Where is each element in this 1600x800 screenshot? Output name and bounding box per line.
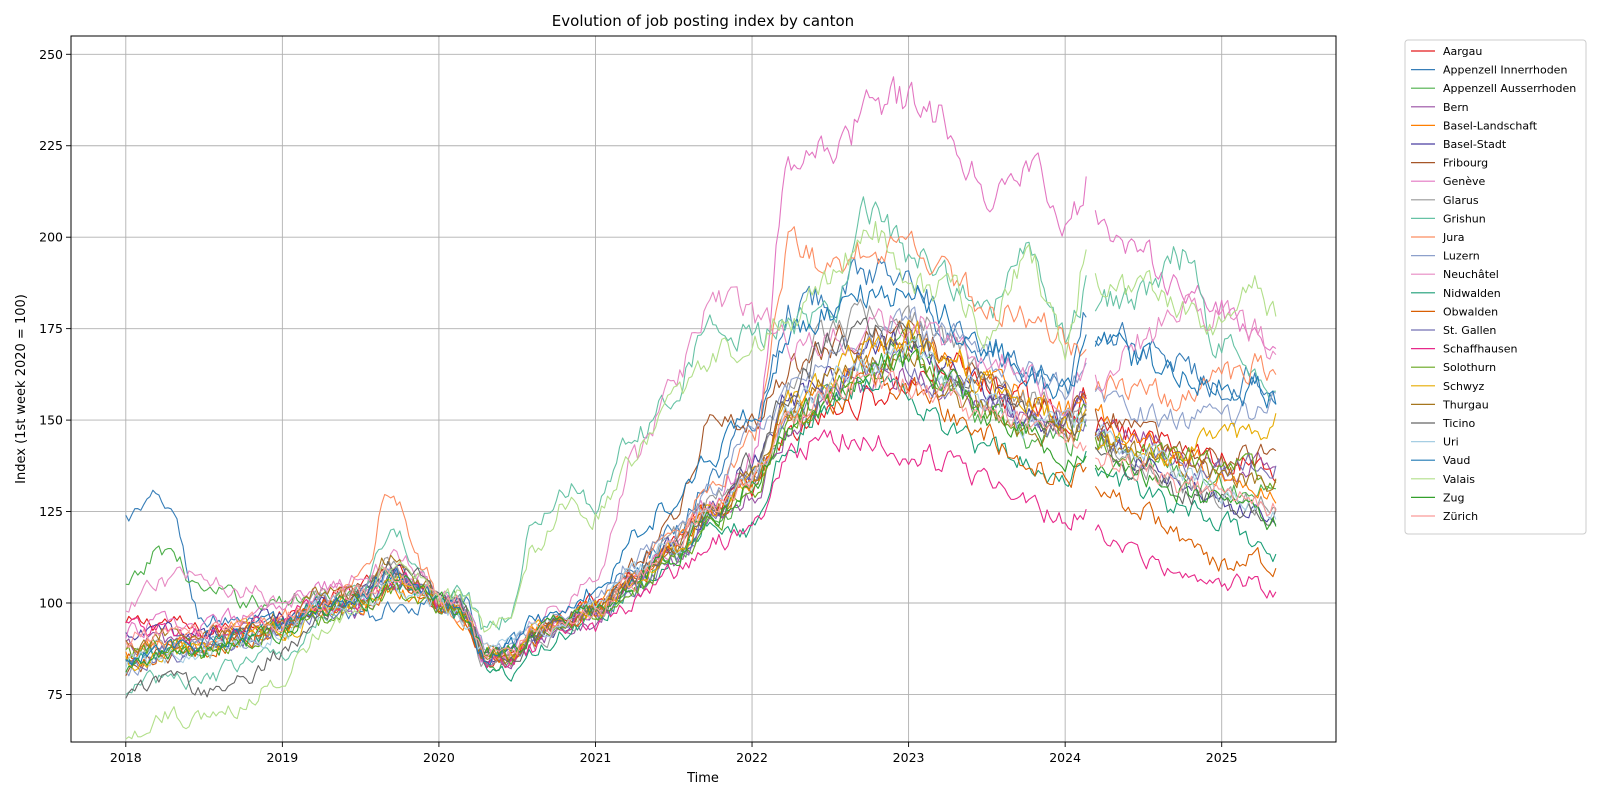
legend-label: Genève	[1443, 175, 1486, 188]
legend-label: Aargau	[1443, 45, 1482, 58]
legend-label: Thurgau	[1442, 398, 1489, 411]
legend-label: Zürich	[1443, 510, 1478, 523]
x-tick-label: 2025	[1206, 750, 1238, 765]
chart-title: Evolution of job posting index by canton	[552, 12, 854, 30]
legend-box	[1404, 39, 1587, 535]
legend-label: Appenzell Innerrhoden	[1443, 64, 1567, 77]
y-tick-label: 75	[47, 687, 63, 702]
y-tick-label: 250	[39, 47, 63, 62]
y-tick-label: 100	[39, 595, 63, 610]
legend-label: Valais	[1443, 473, 1475, 486]
legend-label: Ticino	[1442, 417, 1476, 430]
y-tick-label: 200	[39, 230, 63, 245]
legend-label: Bern	[1443, 101, 1469, 114]
legend-label: Neuchâtel	[1443, 268, 1499, 281]
legend: Aargau Appenzell Innerrhoden Appenzell Aus…	[1404, 39, 1587, 535]
legend-label: Uri	[1443, 436, 1459, 449]
x-tick-label: 2020	[423, 750, 455, 765]
legend-label: Appenzell Ausserrhoden	[1443, 82, 1576, 95]
x-tick-label: 2024	[1049, 750, 1081, 765]
legend-label: Basel-Landschaft	[1443, 119, 1538, 132]
legend-label: Vaud	[1443, 454, 1470, 467]
legend-label: Nidwalden	[1443, 287, 1501, 300]
series-line-9	[125, 196, 1276, 696]
legend-label: Grishun	[1443, 212, 1486, 225]
y-axis-label: Index (1st week 2020 = 100)	[14, 294, 29, 484]
legend-label: Jura	[1442, 231, 1464, 244]
legend-label: Solothurn	[1443, 361, 1496, 374]
series-line-21	[125, 337, 1277, 669]
x-tick-label: 2019	[266, 750, 298, 765]
series-layer	[125, 76, 1277, 740]
x-tick-label: 2023	[893, 750, 925, 765]
legend-label: Schaffhausen	[1443, 343, 1518, 356]
x-axis-label: Time	[686, 771, 719, 786]
plot-frame	[70, 35, 1337, 743]
series-line-12	[125, 286, 1277, 659]
x-tick-label: 2018	[110, 750, 142, 765]
x-tick-label: 2021	[580, 750, 612, 765]
legend-label: Schwyz	[1443, 380, 1485, 393]
legend-label: Fribourg	[1443, 157, 1488, 170]
series-line-25	[125, 370, 1277, 659]
series-line-22	[125, 284, 1277, 666]
y-tick-label: 225	[39, 138, 63, 153]
legend-label: Luzern	[1443, 250, 1480, 263]
x-tick-label: 2022	[736, 750, 768, 765]
legend-label: St. Gallen	[1443, 324, 1496, 337]
legend-label: Glarus	[1443, 194, 1479, 207]
series-line-23	[125, 220, 1277, 740]
legend-label: Basel-Stadt	[1443, 138, 1507, 151]
y-axis-ticks: 75 100 125 150 175 200 225 250	[39, 47, 71, 702]
y-tick-label: 150	[39, 413, 63, 428]
legend-label: Zug	[1443, 491, 1465, 504]
x-axis-ticks: 2018 2019 2020 2021 2022 2023 2024 2025	[110, 742, 1238, 765]
y-tick-label: 175	[39, 321, 63, 336]
legend-label: Obwalden	[1443, 305, 1498, 318]
y-tick-label: 125	[39, 504, 63, 519]
